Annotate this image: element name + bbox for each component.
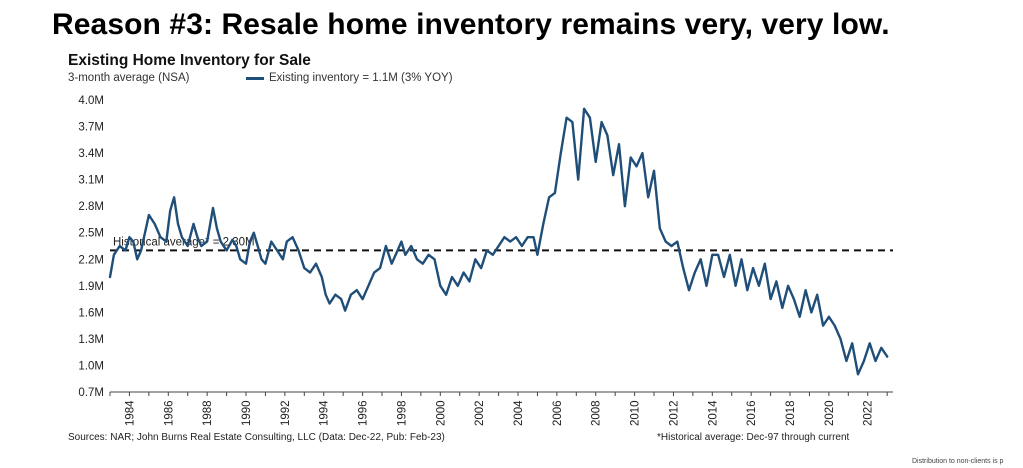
x-tick-label: 2018 bbox=[785, 400, 797, 426]
chart-subtitle: 3-month average (NSA) bbox=[68, 72, 190, 84]
x-tick-label: 1988 bbox=[202, 400, 214, 426]
x-tick-label: 1996 bbox=[358, 400, 370, 426]
y-tick-label: 1.3M bbox=[78, 334, 104, 346]
x-tick-label: 2000 bbox=[435, 400, 447, 426]
x-tick-label: 1984 bbox=[124, 400, 136, 426]
x-tick-label: 2008 bbox=[591, 400, 603, 426]
x-tick-label: 2016 bbox=[746, 400, 758, 426]
series-line bbox=[108, 107, 889, 376]
legend-label: Existing inventory = 1.1M (3% YOY) bbox=[269, 72, 453, 84]
x-tick-label: 2002 bbox=[474, 400, 486, 426]
y-tick-label: 4.0M bbox=[78, 95, 104, 107]
y-tick-label: 1.6M bbox=[78, 307, 104, 319]
x-tick-label: 2006 bbox=[552, 400, 564, 426]
y-tick-label: 3.7M bbox=[78, 122, 104, 134]
y-tick-label: 2.5M bbox=[78, 228, 104, 240]
x-tick-label: 2022 bbox=[863, 400, 875, 426]
sources-note: Sources: NAR; John Burns Real Estate Con… bbox=[68, 432, 445, 443]
y-tick-label: 1.9M bbox=[78, 281, 104, 293]
x-tick-label: 1994 bbox=[319, 400, 331, 426]
x-tick-label: 1992 bbox=[280, 400, 292, 426]
x-tick-label: 2004 bbox=[513, 400, 525, 426]
y-tick-label: 1.0M bbox=[78, 360, 104, 372]
footnote: *Historical average: Dec-97 through curr… bbox=[657, 432, 850, 443]
x-tick-label: 1986 bbox=[163, 400, 175, 426]
disclaimer: Distribution to non-clients is p bbox=[912, 458, 1004, 465]
chart-title: Existing Home Inventory for Sale bbox=[68, 52, 311, 69]
y-tick-label: 2.8M bbox=[78, 201, 104, 213]
y-tick-label: 3.4M bbox=[78, 148, 104, 160]
x-tick-label: 2020 bbox=[824, 400, 836, 426]
legend: Existing inventory = 1.1M (3% YOY) bbox=[246, 72, 453, 84]
x-tick-label: 1998 bbox=[396, 400, 408, 426]
legend-swatch bbox=[246, 76, 264, 80]
x-tick-label: 1990 bbox=[241, 400, 253, 426]
headline: Reason #3: Resale home inventory remains… bbox=[52, 8, 890, 41]
x-tick-label: 2010 bbox=[630, 400, 642, 426]
y-tick-label: 3.1M bbox=[78, 175, 104, 187]
x-tick-label: 2012 bbox=[668, 400, 680, 426]
x-tick-label: 2014 bbox=[707, 400, 719, 426]
y-tick-label: 2.2M bbox=[78, 254, 104, 266]
y-tick-label: 0.7M bbox=[78, 387, 104, 399]
